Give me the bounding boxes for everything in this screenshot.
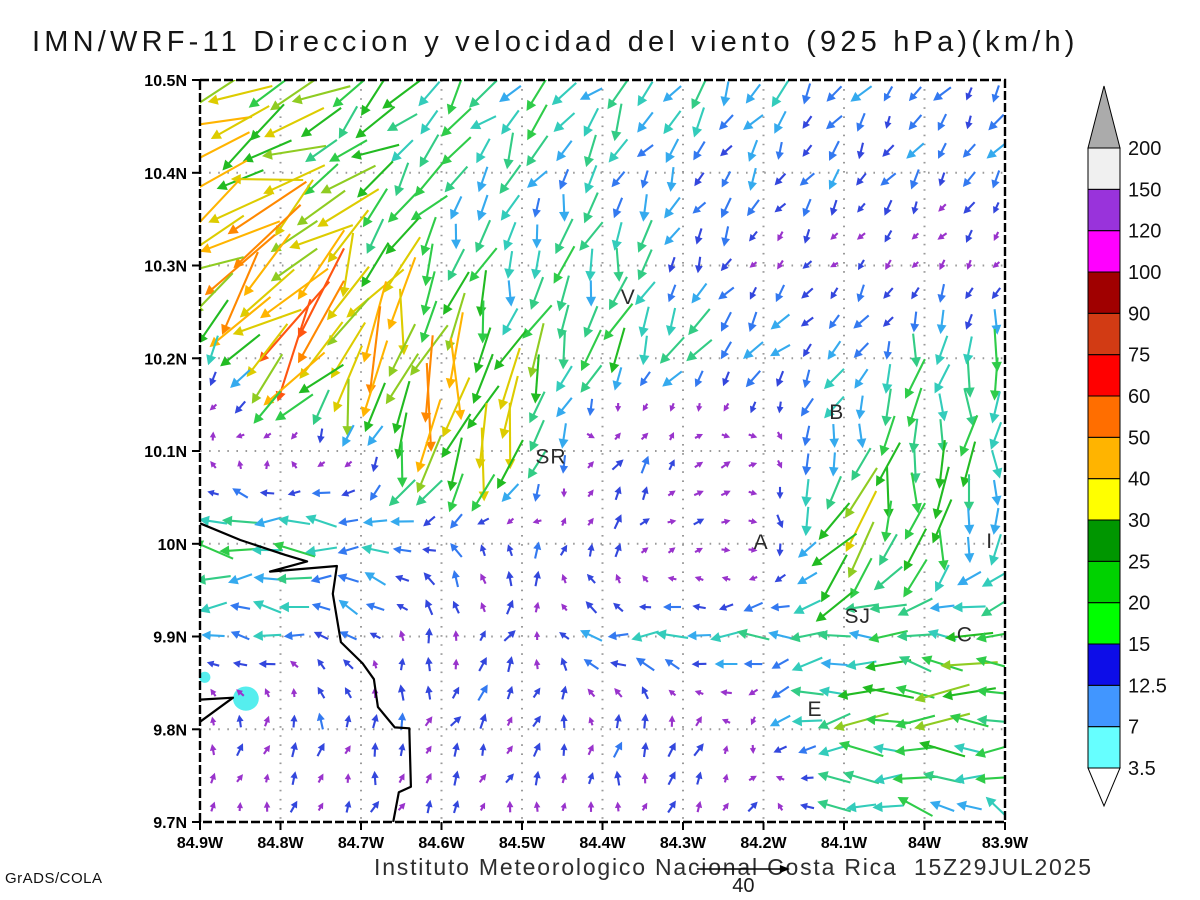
colorbar-tick-label: 30: [1128, 510, 1150, 532]
colorbar-tick-label: 40: [1128, 469, 1150, 491]
colorbar-tick-label: 20: [1128, 593, 1150, 615]
wind-vectors: [200, 80, 1005, 817]
coastline: [199, 522, 412, 823]
city-label: B: [829, 401, 844, 424]
chart-title: IMN/WRF-11 Direccion y velocidad del vie…: [32, 26, 1079, 58]
colorbar-tick-label: 7: [1128, 717, 1139, 739]
x-tick-label: 84.3W: [660, 835, 707, 852]
city-label: V: [621, 286, 636, 309]
x-tick-label: 84.1W: [821, 835, 868, 852]
grid-lines: [200, 80, 1005, 822]
colorbar-tick-label: 15: [1128, 634, 1150, 656]
x-tick-label: 84.7W: [338, 835, 385, 852]
colorbar-tick-label: 75: [1128, 345, 1150, 367]
colorbar-tick-label: 150: [1128, 179, 1161, 201]
y-tick-label: 10.5N: [144, 73, 187, 90]
colorbar-below-arrow: [1087, 767, 1121, 808]
colorbar-tick-label: 25: [1128, 551, 1150, 573]
x-tick-label: 84W: [908, 835, 942, 852]
colorbar-tick-label: 3.5: [1128, 758, 1156, 780]
grads-credit: GrADS/COLA: [5, 870, 103, 887]
x-tick-label: 84.5W: [499, 835, 546, 852]
y-tick-label: 10.4N: [144, 166, 187, 183]
x-tick-label: 84.8W: [257, 835, 304, 852]
y-tick-label: 10.3N: [144, 259, 187, 276]
map-border: [198, 78, 1007, 824]
colorbar-tick-label: 120: [1128, 221, 1161, 243]
colorbar-tick-label: 60: [1128, 386, 1150, 408]
x-tick-label: 84.4W: [579, 835, 626, 852]
y-tick-label: 10.2N: [144, 351, 187, 368]
colorbar-above-arrow: [1087, 85, 1121, 149]
x-tick-label: 84.6W: [418, 835, 465, 852]
colorbar: 3.5 7 12.5 15 20 25 30 40 50 60 75 90 100 120 150 200: [1087, 85, 1167, 808]
y-tick-label: 10.1N: [144, 444, 187, 461]
axis-labels: 84.9W 84.8W 84.7W 84.6W 84.5W 84.4W 84.3W 84.2W…: [144, 73, 1029, 852]
colorbar-tick-label: 12.5: [1128, 675, 1167, 697]
colorbar-tick-label: 100: [1128, 262, 1161, 284]
y-tick-label: 9.7N: [153, 815, 187, 832]
y-tick-label: 10N: [158, 537, 187, 554]
colorbar-tick-label: 200: [1128, 138, 1161, 160]
city-labels: V B SR A SJ C E I: [535, 286, 993, 721]
y-tick-label: 9.8N: [153, 722, 187, 739]
x-tick-label: 84.9W: [177, 835, 224, 852]
city-label: SR: [535, 446, 566, 469]
city-label: SJ: [844, 605, 871, 628]
x-tick-label: 83.9W: [982, 835, 1029, 852]
city-label: I: [986, 530, 993, 553]
y-tick-label: 9.9N: [153, 630, 187, 647]
colorbar-tick-label: 50: [1128, 427, 1150, 449]
city-label: C: [957, 624, 973, 647]
institute-annotation: Instituto Meteorologico Nacional Costa R…: [374, 854, 1093, 880]
x-tick-label: 84.2W: [740, 835, 787, 852]
colorbar-tick-label: 90: [1128, 303, 1150, 325]
city-label: E: [807, 698, 822, 721]
water-patches: [199, 671, 259, 711]
city-label: A: [754, 531, 769, 554]
